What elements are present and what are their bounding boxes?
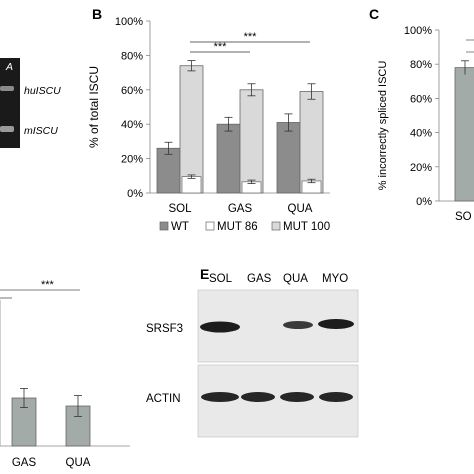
blot-band-actin-gas xyxy=(241,392,275,402)
panel-c: C 0% 20% 40% 60% 80% 100% % incorrectly splice… xyxy=(369,6,474,223)
panel-c-bar xyxy=(454,67,474,202)
panel-c-category-label: SO xyxy=(455,211,472,223)
panel-b-bar xyxy=(299,91,324,194)
panel-d-category-label: QUA xyxy=(66,457,91,469)
blot-col-qua: QUA xyxy=(283,273,308,285)
panel-b-legend-swatch xyxy=(159,221,169,231)
blot-band-actin-myo xyxy=(319,392,353,402)
panel-b-significance-label: *** xyxy=(244,31,258,43)
panel-b-bar xyxy=(276,122,301,194)
blot-col-myo: MYO xyxy=(322,273,348,285)
panel-b-significance-label: *** xyxy=(214,41,228,53)
gel-band-miscu xyxy=(0,126,14,132)
panel-d-category-label: GAS xyxy=(12,457,37,469)
blot-band-actin-qua xyxy=(280,392,314,402)
panel-b-bar xyxy=(156,147,181,194)
panel-b-bar xyxy=(179,65,204,194)
panel-c-ytick-label: 20% xyxy=(410,162,432,174)
blot-col-sol: SOL xyxy=(209,273,233,285)
blot-band-srsf3-myo xyxy=(318,319,354,329)
panel-d-significance-label: *** xyxy=(41,279,55,291)
panel-c-ytick-label: 80% xyxy=(410,59,432,71)
panel-c-letter: C xyxy=(369,6,379,22)
panel-b-ylabel: % of total ISCU xyxy=(87,66,101,148)
panel-d: *** GAS QUA xyxy=(0,279,130,469)
panel-b-bar xyxy=(239,89,264,194)
blot-band-srsf3-sol xyxy=(200,321,240,333)
panel-b-letter: B xyxy=(92,6,102,22)
panel-e: E SOL GAS QUA MYO SRSF3 ACTIN xyxy=(146,266,359,438)
panel-b-ytick-label: 80% xyxy=(121,50,143,62)
panel-a: A huISCU mISCU xyxy=(0,58,61,148)
panel-c-ytick-label: 0% xyxy=(416,196,432,208)
blot-col-gas: GAS xyxy=(247,273,272,285)
blot-band-actin-sol xyxy=(201,392,239,402)
gel-lane-label: A xyxy=(5,61,13,73)
panel-b-ytick-label: 0% xyxy=(127,188,143,200)
panel-c-ytick-label: 40% xyxy=(410,128,432,140)
panel-b-ytick-label: 60% xyxy=(121,85,143,97)
blot-row-srsf3: SRSF3 xyxy=(146,323,183,335)
gel-label-huiscu: huISCU xyxy=(24,85,61,97)
panel-c-ylabel: % incorrectly spliced ISCU xyxy=(377,61,389,191)
panel-b-bar xyxy=(216,123,241,194)
panel-e-letter: E xyxy=(200,266,209,282)
gel-image xyxy=(0,58,20,148)
panel-b-category-label: QUA xyxy=(288,203,313,215)
gel-band-huiscu xyxy=(0,86,14,91)
blot-row-actin: ACTIN xyxy=(146,393,181,405)
panel-b-legend-swatch xyxy=(271,221,281,231)
panel-b-category-label: SOL xyxy=(168,203,192,215)
panel-c-ytick-label: 100% xyxy=(404,25,432,37)
panel-b-legend-label: MUT 86 xyxy=(217,221,258,233)
panel-b-bar xyxy=(181,176,202,194)
panel-b-ytick-label: 20% xyxy=(121,154,143,166)
blot-band-srsf3-qua xyxy=(283,321,313,329)
panel-b: B 0% 20% 40% 60% 80% 100% % of total ISCU SOL GA… xyxy=(87,6,330,233)
panel-b-ytick-label: 100% xyxy=(115,16,143,28)
panel-c-ytick-label: 60% xyxy=(410,93,432,105)
panel-b-legend-label: MUT 100 xyxy=(283,221,330,233)
panel-b-category-label: GAS xyxy=(228,203,253,215)
panel-b-legend-swatch xyxy=(205,221,215,231)
gel-label-miscu: mISCU xyxy=(24,125,58,137)
panel-b-legend-label: WT xyxy=(171,221,189,233)
panel-b-ytick-label: 40% xyxy=(121,119,143,131)
